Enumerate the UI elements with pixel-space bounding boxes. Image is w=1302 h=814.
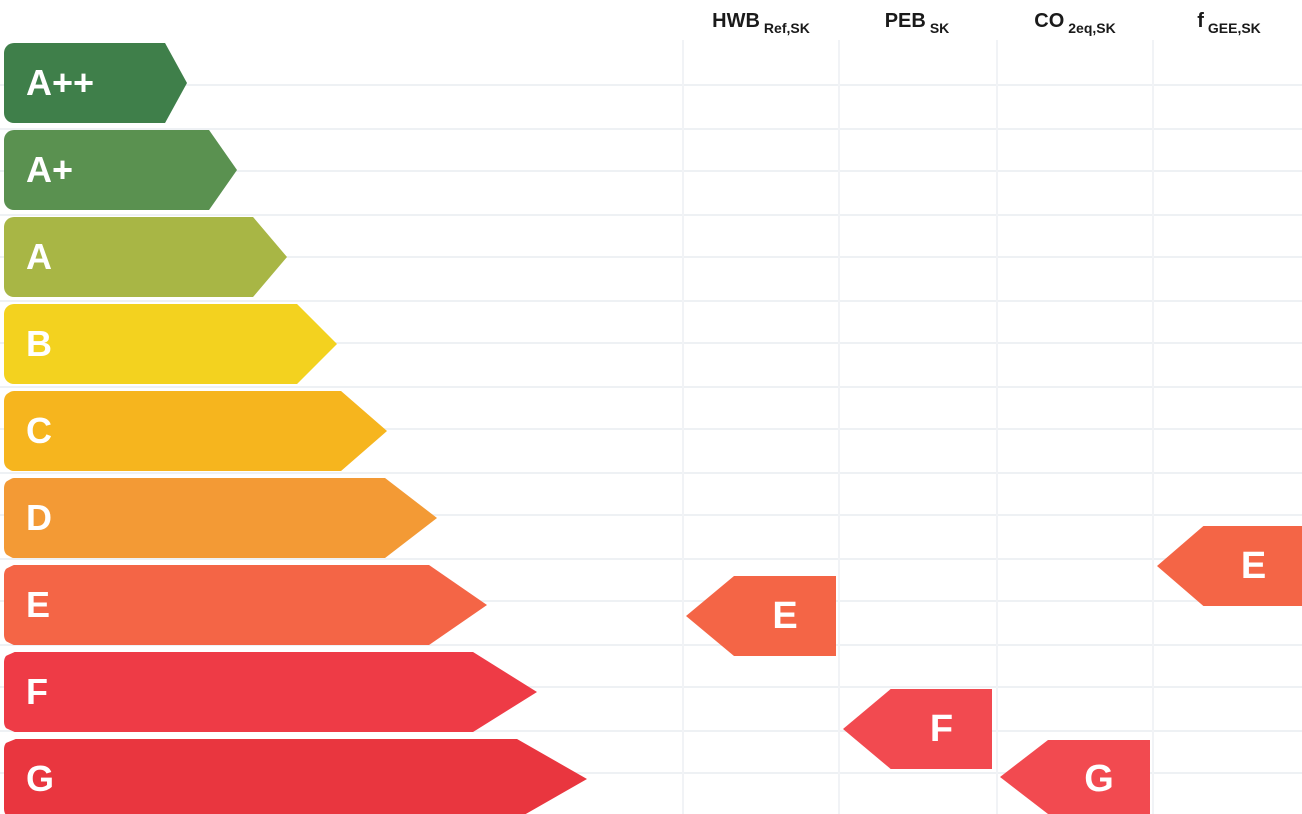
column-header-sub: GEE,SK — [1207, 20, 1261, 36]
grid-line — [0, 514, 1302, 516]
grid-line — [0, 300, 1302, 302]
column-divider — [996, 40, 998, 814]
class-label: B — [26, 323, 52, 364]
column-divider — [1152, 40, 1154, 814]
rating-label: F — [929, 708, 954, 750]
column-header-main: PEB — [884, 10, 926, 32]
rating-label: E — [1240, 545, 1267, 587]
class-label: E — [26, 584, 51, 625]
class-label: A — [26, 236, 52, 277]
rating-arrow-co2: G — [1000, 740, 1150, 814]
column-header-fgee: f GEE,SK — [1156, 10, 1302, 40]
class-arrow-c: C — [4, 391, 387, 471]
grid-line — [0, 84, 1302, 86]
class-arrow-d: D — [4, 478, 437, 558]
grid-line — [0, 342, 1302, 344]
grid-line — [0, 214, 1302, 216]
column-header-peb: PEB SK — [842, 10, 992, 40]
grid-line — [0, 686, 1302, 688]
rating-label: G — [1084, 758, 1114, 800]
rating-arrow-fgee: E — [1157, 526, 1302, 606]
column-divider — [838, 40, 840, 814]
column-header-hwb: HWB Ref,SK — [686, 10, 836, 40]
column-divider — [682, 40, 684, 814]
rating-label: E — [772, 595, 798, 637]
class-label: G — [26, 758, 55, 799]
class-label: C — [26, 410, 52, 451]
grid-line — [0, 170, 1302, 172]
grid-line — [0, 472, 1302, 474]
grid-line — [0, 128, 1302, 130]
class-arrow-a: A — [4, 217, 287, 297]
class-label: D — [26, 497, 52, 538]
class-label: A+ — [26, 149, 74, 190]
column-header-main: CO — [1034, 10, 1065, 32]
class-arrow-a-plus: A+ — [4, 130, 237, 210]
class-arrow-f: F — [4, 652, 537, 732]
grid-line — [0, 558, 1302, 560]
column-header-sub: 2eq,SK — [1068, 20, 1116, 36]
column-header-sub: SK — [929, 20, 950, 36]
grid-line — [0, 644, 1302, 646]
grid-line — [0, 600, 1302, 602]
column-header-sub: Ref,SK — [763, 20, 810, 36]
column-header-co2: CO 2eq,SK — [1000, 10, 1150, 40]
column-header-main: HWB — [712, 10, 760, 32]
grid-line — [0, 386, 1302, 388]
grid-line — [0, 772, 1302, 774]
class-label: F — [26, 671, 48, 712]
class-arrow-g: G — [4, 739, 587, 814]
class-arrow-b: B — [4, 304, 337, 384]
class-label: A++ — [26, 62, 95, 103]
grid-line — [0, 428, 1302, 430]
grid-line — [0, 256, 1302, 258]
class-arrow-a-plus-plus: A++ — [4, 43, 187, 123]
class-arrow-e: E — [4, 565, 487, 645]
rating-arrow-peb: F — [843, 689, 992, 769]
column-header-main: f — [1197, 10, 1204, 32]
grid-line — [0, 730, 1302, 732]
